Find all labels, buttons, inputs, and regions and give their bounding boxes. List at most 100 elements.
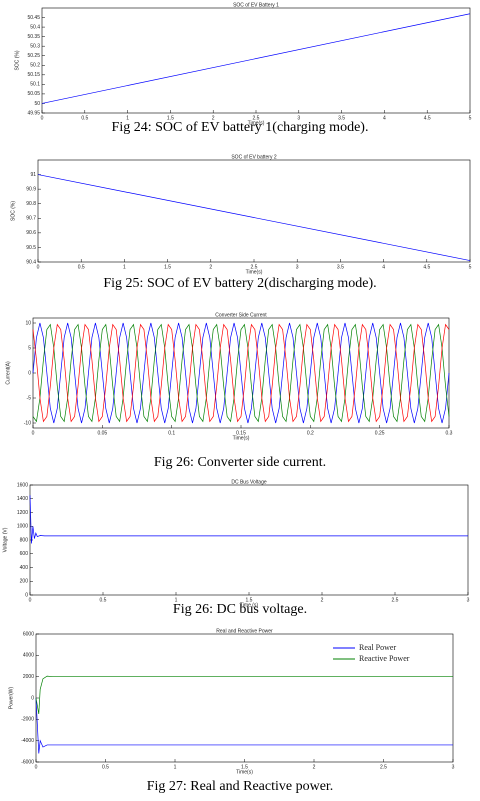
x-tick-label: 3 (297, 115, 300, 121)
series-line (37, 174, 471, 261)
x-tick-label: 1 (175, 597, 178, 603)
x-tick-label: 0.5 (78, 264, 85, 270)
y-tick-label: -2000 (21, 717, 34, 723)
x-tick-label: 4.5 (424, 115, 431, 121)
series-line (32, 322, 450, 424)
y-tick-label: 50.25 (27, 53, 40, 59)
x-tick-label: 2.5 (253, 115, 260, 121)
y-tick-label: 6000 (23, 631, 34, 637)
y-tick-label: -4000 (21, 738, 34, 744)
y-tick-label: 1000 (17, 524, 28, 530)
y-tick-label: 1600 (17, 482, 28, 488)
y-tick-label: 0 (28, 370, 31, 376)
x-tick-label: 3 (452, 764, 455, 770)
x-tick-label: 3.5 (337, 264, 344, 270)
x-tick-label: 1.5 (246, 597, 253, 603)
x-axis-label: Time(s) (248, 120, 265, 126)
x-tick-label: 1 (126, 115, 129, 121)
x-tick-label: 2 (209, 264, 212, 270)
y-tick-label: 50 (34, 101, 40, 107)
x-tick-label: 0 (41, 115, 44, 121)
y-tick-label: 50.15 (27, 72, 40, 78)
y-tick-label: -6000 (21, 759, 34, 765)
y-tick-label: 90.8 (26, 201, 36, 207)
x-tick-label: 0.2 (307, 430, 314, 436)
x-axis-label: Time(s) (233, 435, 250, 441)
y-axis-label: Voltage (V) (2, 527, 8, 552)
chart-title: SOC of EV Battery 1 (233, 2, 279, 8)
y-tick-label: -10 (24, 420, 31, 426)
y-tick-label: 50.05 (27, 91, 40, 97)
x-axis-label: Time(s) (236, 769, 253, 775)
y-tick-label: 2000 (23, 674, 34, 680)
y-tick-label: 91 (30, 172, 36, 178)
x-tick-label: 2.5 (392, 597, 399, 603)
x-tick-label: 4 (382, 264, 385, 270)
x-tick-label: 1.5 (164, 264, 171, 270)
y-axis-label: Current(A) (5, 361, 11, 385)
x-tick-label: 4.5 (423, 264, 430, 270)
y-axis-label: SOC (%) (14, 50, 20, 70)
x-tick-label: 0.15 (236, 430, 246, 436)
y-tick-label: 1200 (17, 510, 28, 516)
y-axis-label: Power(W) (8, 687, 14, 710)
y-tick-label: 0 (31, 695, 34, 701)
figure-caption: Fig 26: DC bus voltage. (173, 602, 307, 617)
x-tick-label: 2 (321, 597, 324, 603)
y-tick-label: 600 (20, 551, 29, 557)
y-tick-label: 400 (20, 565, 29, 571)
x-tick-label: 0.3 (446, 430, 453, 436)
x-tick-label: 4 (383, 115, 386, 121)
y-tick-label: 50.3 (30, 44, 40, 50)
x-axis-label: Time (s) (240, 602, 258, 608)
chart: Converter Side Current 0 0.05 0.1 0.15 0.2 0.2… (5, 312, 452, 470)
series-line (35, 675, 453, 715)
x-tick-label: 3 (296, 264, 299, 270)
x-tick-label: 3 (467, 597, 470, 603)
plot-area (41, 7, 471, 114)
x-tick-label: 5 (469, 115, 472, 121)
y-tick-label: 90.4 (26, 259, 36, 265)
x-tick-label: 0.5 (81, 115, 88, 121)
y-axis-label: SOC (%) (10, 201, 16, 221)
chart-title: SOC of EV battery 2 (231, 154, 277, 160)
chart: SOC of EV battery 2 0 0.5 1 1.5 2 2.5 3 3.5 4 4.5 5… (10, 154, 471, 291)
x-tick-label: 0.5 (102, 764, 109, 770)
legend-label: Real Power (359, 643, 396, 652)
plot-area (29, 484, 469, 596)
figure-caption: Fig 25: SOC of EV battery 2(discharging … (103, 276, 376, 291)
x-tick-label: 2.5 (380, 764, 387, 770)
plot-area (35, 633, 454, 763)
y-tick-label: 4000 (23, 653, 34, 659)
y-tick-label: 50.2 (30, 63, 40, 69)
x-tick-label: 2 (313, 764, 316, 770)
y-tick-label: 1400 (17, 496, 28, 502)
x-tick-label: 3.5 (338, 115, 345, 121)
x-tick-label: 1.5 (241, 764, 248, 770)
y-tick-label: 90.5 (26, 245, 36, 251)
x-tick-label: 0.05 (97, 430, 107, 436)
series-line (32, 323, 450, 423)
y-tick-label: 50.35 (27, 34, 40, 40)
series-line (32, 323, 450, 423)
series-line (41, 13, 471, 104)
legend-label: Reactive Power (359, 654, 410, 663)
chart: SOC of EV Battery 1 0 0.5 1 1.5 2 2.5 3 3.5 4 4.5 5… (14, 2, 471, 135)
x-tick-label: 1 (174, 764, 177, 770)
x-tick-label: 0 (32, 430, 35, 436)
chart-title: Converter Side Current (215, 312, 267, 318)
chart-title: Real and Reactive Power (216, 628, 273, 634)
chart: DC Bus Voltage 0 0.5 1 1.5 2 2.5 3 0 200 400 600 800… (2, 479, 469, 617)
y-tick-label: 90.7 (26, 216, 36, 222)
chart: Real and Reactive Power 0 0.5 1 1.5 2 2.5 3 -600… (8, 628, 454, 794)
x-tick-label: 2 (212, 115, 215, 121)
x-tick-label: 0 (35, 764, 38, 770)
plot-area (37, 159, 471, 263)
x-tick-label: 0.25 (375, 430, 385, 436)
y-tick-label: 50.1 (30, 82, 40, 88)
figure-caption: Fig 24: SOC of EV battery 1(charging mod… (112, 120, 369, 135)
y-tick-label: 50.4 (30, 24, 40, 30)
y-tick-label: 10 (25, 320, 31, 326)
x-tick-label: 0 (29, 597, 32, 603)
x-axis-label: Time(s) (246, 269, 263, 275)
